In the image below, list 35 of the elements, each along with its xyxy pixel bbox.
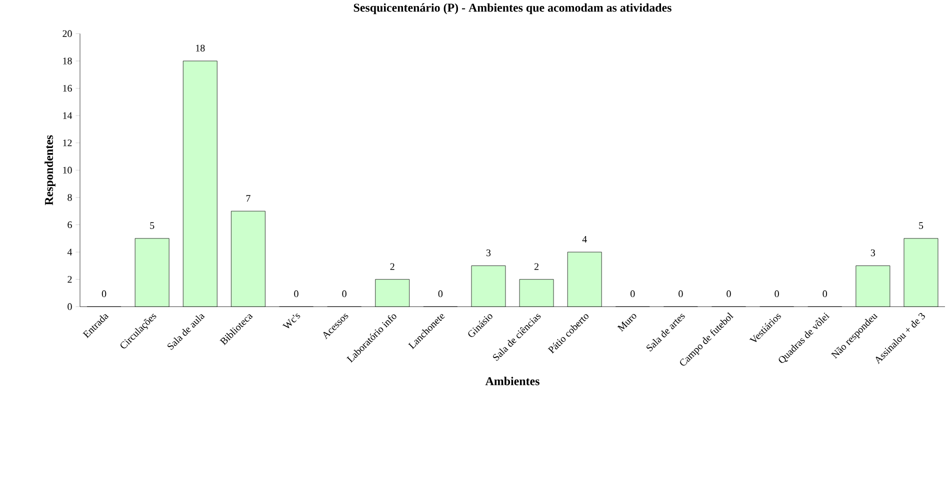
data-label: 18: [196, 44, 205, 52]
data-label: 0: [726, 290, 731, 298]
chart-title: Sesquicentenário (P) - Ambientes que acomodam as atividades: [354, 3, 672, 14]
y-tick-label: 20: [62, 30, 72, 38]
data-label: 0: [678, 290, 683, 298]
x-tick-label: Wc's: [282, 314, 300, 328]
y-tick-label: 0: [68, 303, 72, 310]
data-label: 0: [774, 290, 779, 298]
y-tick-label: 2: [68, 276, 72, 283]
y-tick-label: 6: [68, 222, 72, 228]
data-label: 0: [342, 290, 346, 298]
y-tick-label: 18: [63, 58, 72, 64]
x-axis-title: Ambientes: [485, 376, 540, 386]
y-axis-title: Respondentes: [44, 135, 56, 206]
data-label: 5: [919, 222, 924, 230]
y-tick-label: 10: [63, 166, 72, 174]
x-tick-label: Sala de artes: [646, 314, 685, 352]
data-label: 2: [534, 263, 538, 270]
data-label: 4: [582, 236, 587, 243]
y-tick-label: 14: [63, 112, 72, 120]
data-label: 0: [630, 290, 635, 298]
data-label: 0: [822, 290, 827, 298]
x-tick-label: Sala de aula: [168, 314, 205, 350]
data-label: 2: [390, 263, 394, 270]
data-label: 5: [150, 222, 154, 230]
y-tick-label: 4: [67, 248, 72, 256]
data-label: 0: [102, 290, 106, 298]
data-label: 3: [486, 250, 491, 256]
data-label: 0: [294, 290, 298, 298]
y-tick-label: 12: [63, 140, 72, 146]
data-label: 0: [438, 290, 443, 298]
y-tick-label: 8: [68, 194, 72, 201]
y-tick-label: 16: [63, 85, 72, 92]
data-label: 7: [246, 195, 250, 202]
data-label: 3: [870, 250, 876, 256]
